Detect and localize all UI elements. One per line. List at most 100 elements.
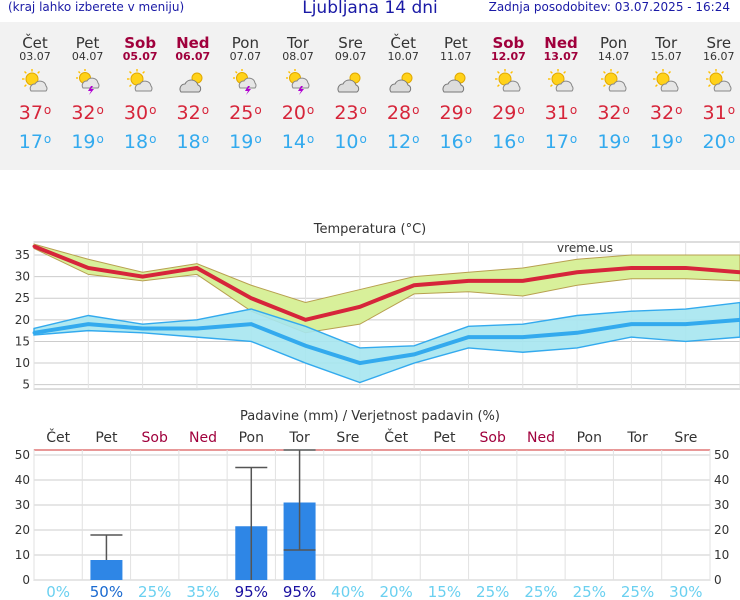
- max-temp: 32o: [597, 102, 630, 124]
- max-temp: 37o: [18, 102, 52, 124]
- day-name: Sob: [124, 34, 157, 52]
- day-name: Čet: [390, 34, 416, 52]
- sun-cloud-icon: [127, 69, 153, 92]
- precip-probability-label: 25%: [138, 583, 171, 600]
- min-temp-point: [195, 326, 199, 330]
- min-temp-point: [358, 361, 362, 365]
- sun-cloud-icon: [653, 69, 679, 92]
- min-temp-value: 17: [544, 131, 569, 153]
- max-temp-value: 32: [649, 102, 675, 124]
- day-name: Sre: [338, 34, 363, 52]
- max-temp-point: [521, 279, 525, 283]
- min-temp-value: 19: [71, 131, 96, 153]
- day-column: Sre 16.07 31o 20o: [693, 22, 740, 153]
- precip-x-day-label: Sob: [142, 430, 168, 446]
- sun-cloud-icon: [495, 69, 521, 92]
- max-temp: 29o: [492, 102, 525, 124]
- precip-y-tick-label-left: 0: [22, 573, 30, 587]
- day-name: Ned: [544, 34, 578, 52]
- min-temp: 17o: [18, 131, 52, 153]
- max-temp-point: [466, 279, 470, 283]
- min-temp: 19o: [71, 131, 104, 153]
- day-date: 12.07: [490, 50, 526, 63]
- day-date: 16.07: [703, 50, 735, 63]
- precip-probability-label: 50%: [90, 583, 123, 600]
- day-date: 03.07: [19, 50, 51, 63]
- min-temp: 19o: [649, 131, 683, 153]
- max-temp-point: [629, 266, 633, 270]
- max-temp-value: 37: [18, 102, 43, 124]
- precip-y-tick-label-right: 10: [714, 548, 729, 562]
- min-temp: 16o: [439, 131, 473, 153]
- min-temp-point: [412, 352, 416, 356]
- precip-y-tick-label-right: 20: [714, 523, 729, 537]
- max-temp: 20o: [281, 102, 315, 124]
- day-date: 09.07: [334, 50, 367, 63]
- precip-probability-label: 0%: [46, 583, 70, 600]
- max-temp-value: 32: [597, 102, 622, 124]
- min-temp: 18o: [123, 131, 157, 153]
- precip-y-tick-label-left: 10: [15, 548, 30, 562]
- precip-x-day-label: Sre: [336, 430, 359, 446]
- min-temp-point: [86, 322, 90, 326]
- temp-y-tick-label: 30: [15, 270, 30, 284]
- min-temp-value: 18: [176, 131, 201, 153]
- day-column: Ned 06.07 32o 18o: [167, 22, 219, 153]
- cloudy-sun-icon: [442, 72, 466, 93]
- min-temp: 17o: [544, 131, 578, 153]
- min-temp-value: 18: [123, 131, 149, 153]
- min-temp-value: 16: [439, 131, 464, 153]
- thunderstorm-icon: [75, 69, 100, 95]
- max-temp: 31o: [702, 102, 736, 124]
- temp-y-tick-label: 10: [15, 356, 30, 370]
- min-temp: 12o: [386, 131, 420, 153]
- day-column: Čet 10.07 28o 12o: [377, 22, 429, 153]
- header-bar: (kraj lahko izberete v meniju) Ljubljana…: [0, 0, 740, 22]
- thunderstorm-icon: [286, 69, 310, 95]
- max-temp-value: 31: [544, 102, 569, 124]
- temp-y-tick-label: 35: [15, 248, 30, 262]
- day-column: Pon 07.07 25o 19o: [219, 22, 271, 153]
- day-name: Pet: [75, 34, 100, 52]
- max-temp-point: [249, 296, 253, 300]
- min-temp-value: 14: [281, 131, 306, 153]
- cloudy-sun-icon: [389, 72, 413, 93]
- precip-probability-label: 25%: [573, 583, 606, 600]
- day-column: Pet 11.07 29o 16o: [430, 22, 482, 153]
- max-temp-point: [358, 305, 362, 309]
- min-temp: 20o: [702, 131, 736, 153]
- max-temp: 25o: [229, 102, 262, 124]
- day-name: Čet: [22, 34, 48, 52]
- min-temp-point: [466, 335, 470, 339]
- menu-hint: (kraj lahko izberete v meniju): [8, 0, 185, 14]
- max-temp-value: 29: [492, 102, 517, 124]
- max-temp-point: [684, 266, 688, 270]
- day-column: Čet 03.07 37o 17o: [9, 22, 61, 153]
- max-temp-value: 29: [439, 102, 464, 124]
- min-temp: 16o: [492, 131, 525, 153]
- sun-cloud-icon: [705, 69, 732, 92]
- day-date: 07.07: [229, 50, 262, 63]
- min-temp-value: 19: [649, 131, 675, 153]
- day-column: Ned 13.07 31o 17o: [535, 22, 587, 153]
- day-name: Pon: [599, 34, 628, 52]
- max-temp-line: [33, 244, 740, 322]
- watermark-label: vreme.us: [557, 241, 613, 255]
- max-temp-point: [304, 318, 308, 322]
- day-date: 05.07: [122, 50, 158, 63]
- precip-x-day-label: Pon: [577, 430, 602, 446]
- precip-x-day-label: Sob: [480, 430, 506, 446]
- max-temp-point: [575, 270, 579, 274]
- cloudy-sun-icon: [337, 72, 361, 93]
- temp-y-tick-label: 15: [15, 334, 30, 348]
- day-date: 10.07: [387, 50, 419, 63]
- max-temp-range-band: [33, 243, 740, 334]
- precip-probability-label: 35%: [186, 583, 219, 600]
- precip-y-tick-label-right: 50: [714, 448, 729, 462]
- precip-x-day-label: Pet: [433, 430, 456, 446]
- page-title: Ljubljana 14 dni: [302, 0, 438, 18]
- max-temp-point: [86, 266, 90, 270]
- min-temp: 19o: [229, 131, 262, 153]
- min-temp-value: 20: [702, 131, 727, 153]
